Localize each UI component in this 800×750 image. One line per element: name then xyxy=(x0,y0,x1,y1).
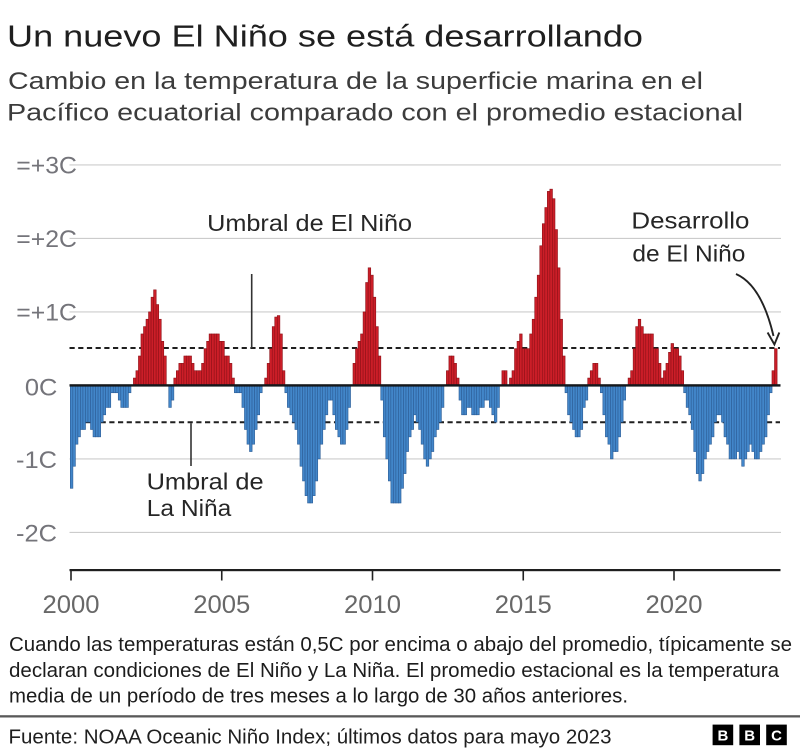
svg-text:2005: 2005 xyxy=(193,591,250,619)
svg-text:La Niña: La Niña xyxy=(147,495,232,521)
svg-text:0C: 0C xyxy=(25,374,58,401)
svg-text:media de un período de tres me: media de un período de tres meses a lo l… xyxy=(9,686,628,708)
svg-text:B: B xyxy=(717,728,728,745)
svg-text:Desarrollo: Desarrollo xyxy=(631,208,749,234)
svg-text:2000: 2000 xyxy=(43,591,100,619)
svg-text:2010: 2010 xyxy=(344,591,401,619)
svg-text:Cambio en la temperatura de la: Cambio en la temperatura de la superfici… xyxy=(8,68,703,95)
svg-text:B: B xyxy=(744,728,755,745)
svg-text:Un nuevo El Niño se está desar: Un nuevo El Niño se está desarrollando xyxy=(7,19,643,54)
svg-text:declaran condiciones de El Niñ: declaran condiciones de El Niño y La Niñ… xyxy=(9,660,780,682)
svg-text:2015: 2015 xyxy=(495,591,552,619)
svg-text:-2C: -2C xyxy=(16,520,57,547)
svg-text:=+3C: =+3C xyxy=(16,153,77,180)
svg-text:=+2C: =+2C xyxy=(16,226,77,253)
svg-text:Cuando las temperaturas están: Cuando las temperaturas están 0,5C por e… xyxy=(9,634,792,656)
svg-text:Umbral de: Umbral de xyxy=(147,469,264,495)
svg-text:-1C: -1C xyxy=(16,447,57,474)
svg-text:=+1C: =+1C xyxy=(16,300,77,327)
svg-text:Umbral de El Niño: Umbral de El Niño xyxy=(207,210,412,236)
svg-text:C: C xyxy=(771,728,782,745)
svg-text:2020: 2020 xyxy=(646,591,703,619)
svg-text:Fuente: NOAA Oceanic Niño Inde: Fuente: NOAA Oceanic Niño Index; últimos… xyxy=(9,727,612,749)
svg-text:Pacífico ecuatorial comparado: Pacífico ecuatorial comparado con el pro… xyxy=(7,100,743,127)
svg-text:de El Niño: de El Niño xyxy=(632,241,745,267)
